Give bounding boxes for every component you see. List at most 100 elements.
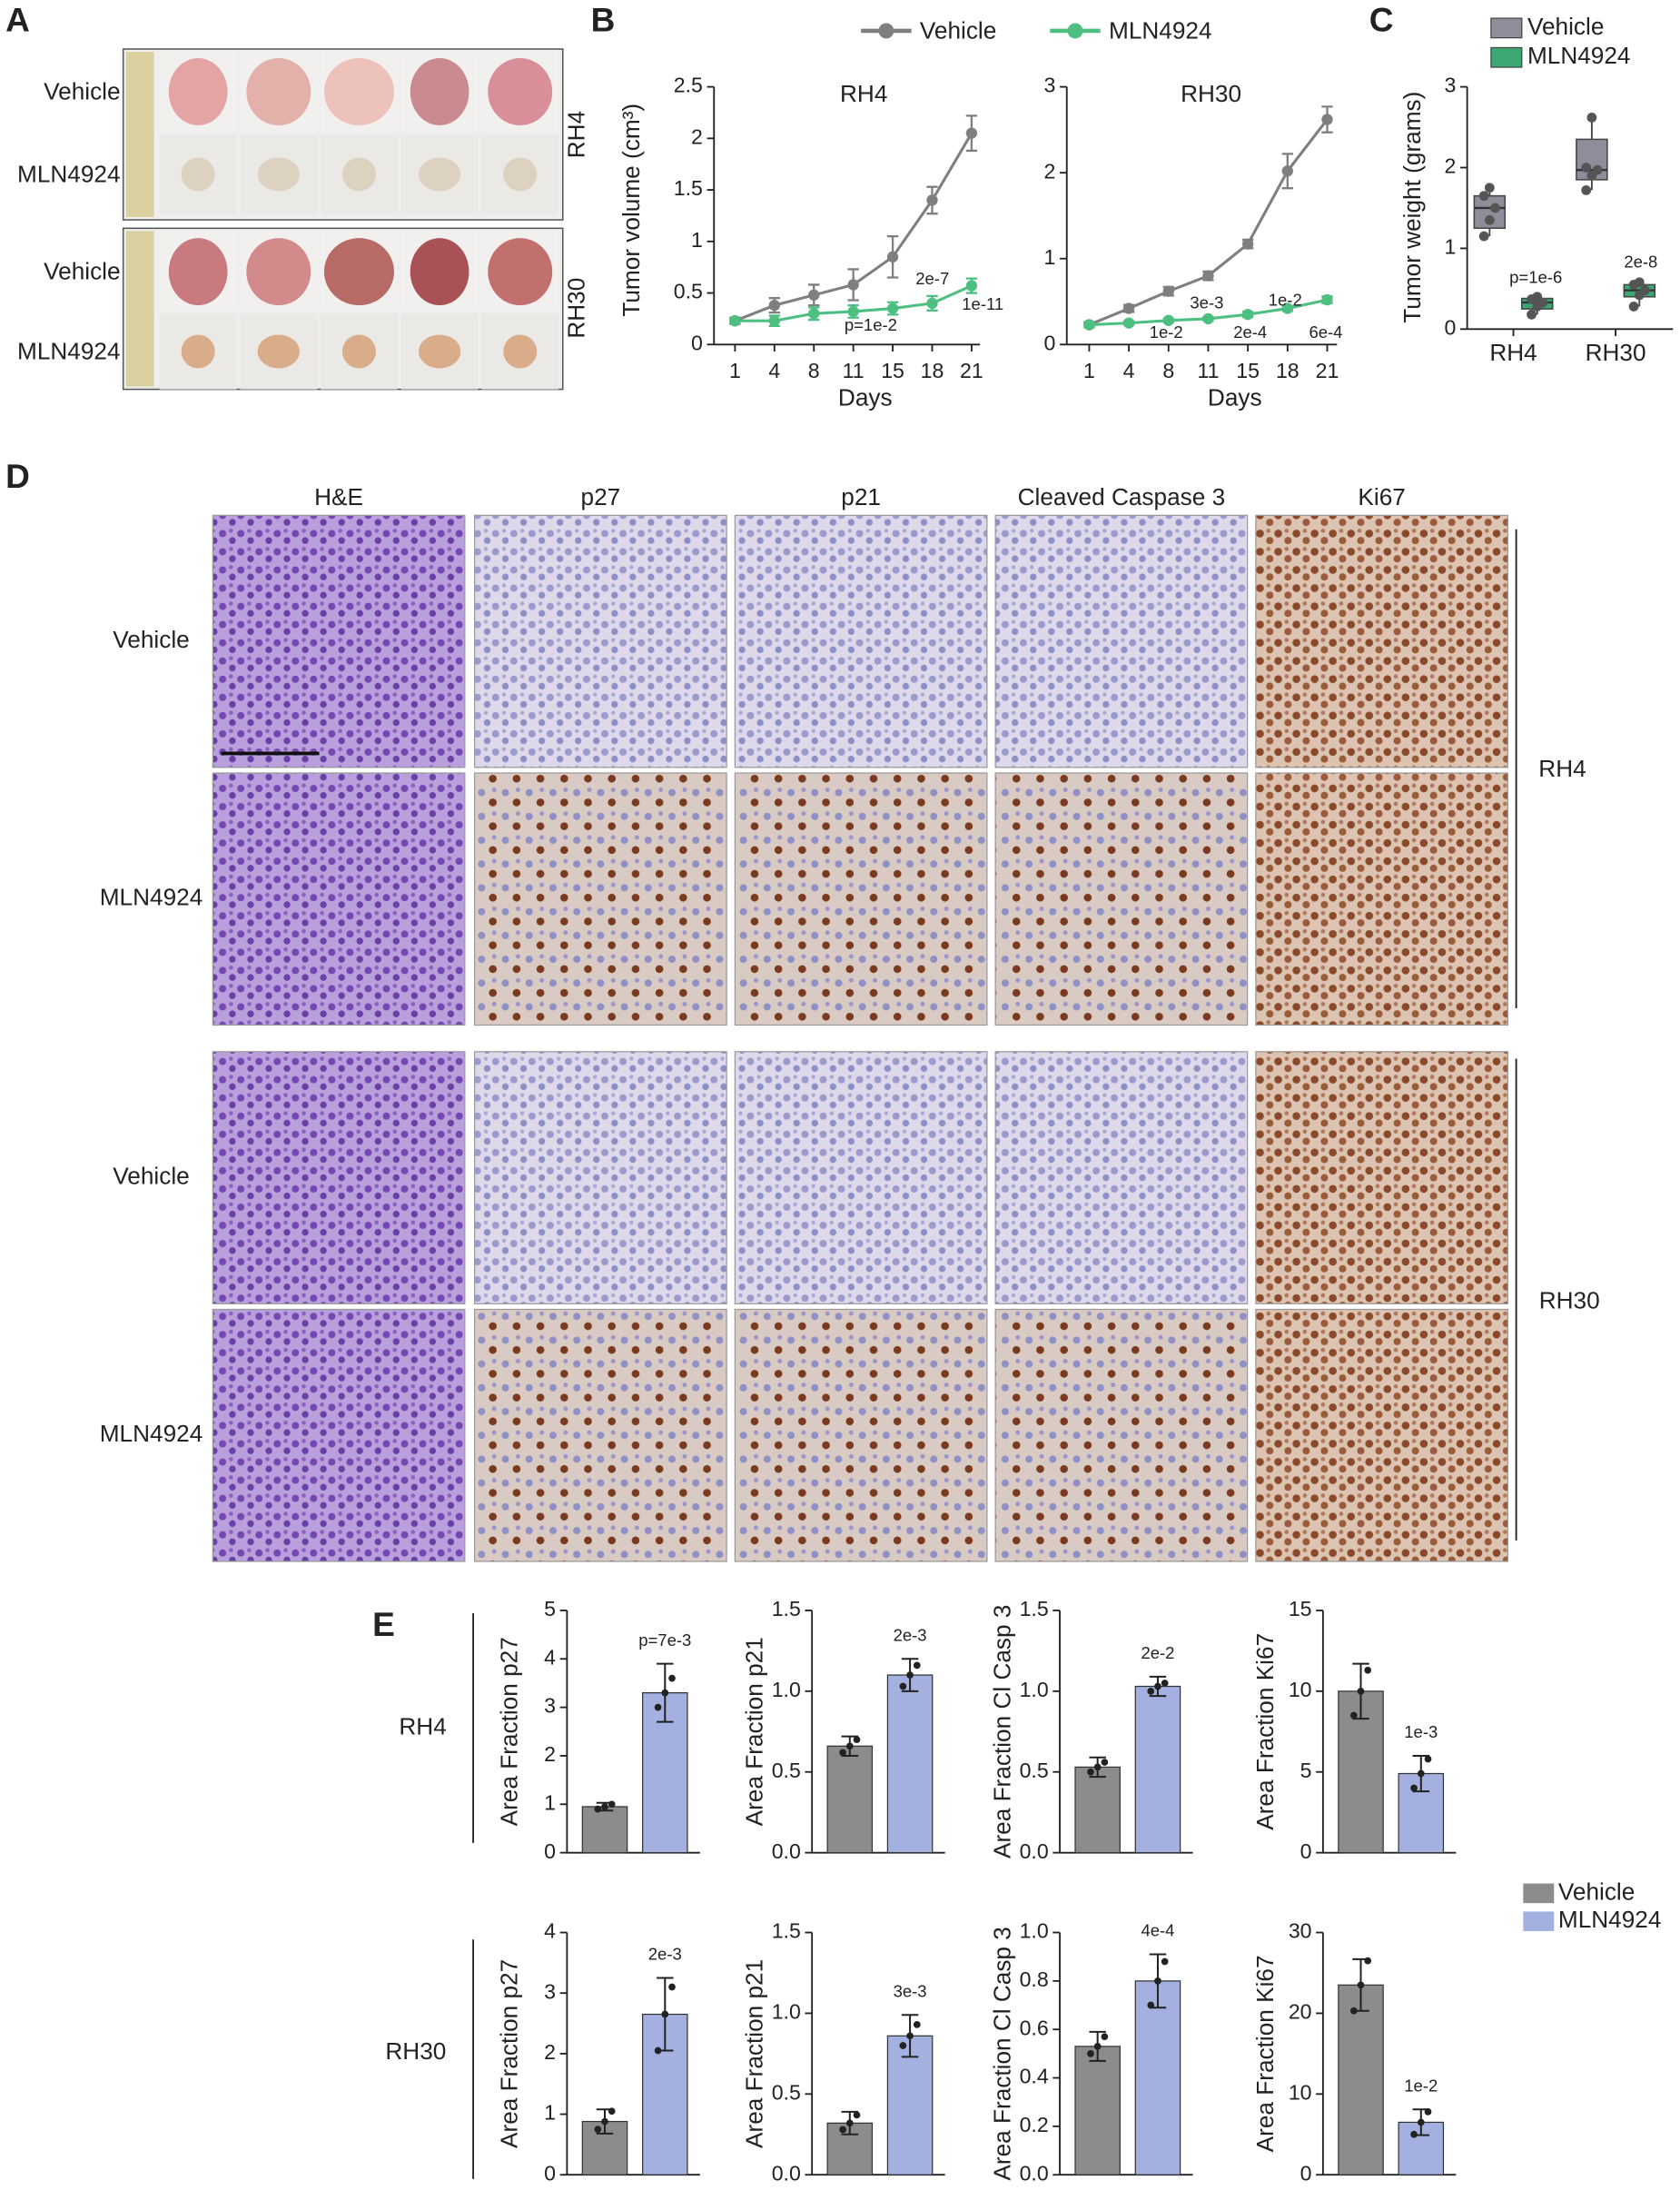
y-tick-label: 0.0: [1020, 1839, 1049, 1863]
y-tick-label: 1: [691, 228, 703, 252]
bar: [1134, 1980, 1181, 2175]
data-point: [668, 1983, 676, 1991]
panel-letter: D: [5, 458, 30, 495]
x-tick-label: RH30: [1586, 339, 1646, 366]
annotation: 1e-2: [1150, 322, 1183, 342]
data-point: [1147, 1687, 1155, 1695]
data-point: [1087, 1768, 1094, 1776]
data-point: [1147, 2001, 1155, 2009]
y-tick-label: 10: [1289, 2080, 1312, 2104]
data-point: [1634, 277, 1645, 288]
y-tick-label: 1.5: [674, 176, 703, 200]
y-tick-label: 0.5: [772, 2080, 801, 2104]
tumor: [341, 157, 376, 192]
data-point: [1484, 214, 1495, 225]
tumor: [168, 58, 228, 125]
bar: [1134, 1685, 1181, 1854]
legend-swatch: [1490, 17, 1523, 39]
y-tick-label: 0: [544, 1839, 556, 1863]
ruler: [125, 52, 154, 217]
legend-label: Vehicle: [920, 16, 996, 44]
data-point: [886, 302, 899, 314]
data-point: [886, 251, 899, 263]
micrograph: [994, 1308, 1249, 1562]
annotation: 2e-2: [1141, 1643, 1174, 1662]
micrograph: [1255, 1051, 1508, 1304]
x-tick-label: 8: [1162, 359, 1174, 382]
micrograph: [1255, 1308, 1508, 1562]
row-label: MLN4924: [100, 884, 203, 911]
y-tick-label: 15: [1289, 1597, 1312, 1620]
legend-label: MLN4924: [1527, 42, 1631, 69]
micrograph: [474, 514, 727, 768]
data-point: [1321, 114, 1333, 125]
ruler: [125, 231, 154, 387]
data-point: [1527, 309, 1537, 320]
y-tick-label: 3: [544, 1694, 556, 1718]
y-tick-label: 1: [544, 2101, 556, 2125]
data-point: [1410, 1784, 1418, 1792]
y-axis-label: Area Fraction Cl Casp 3: [988, 1927, 1015, 2180]
y-tick-label: 3: [1444, 74, 1456, 97]
x-axis-label: Days: [838, 383, 893, 411]
data-point: [839, 2126, 846, 2134]
panel-letter: A: [5, 1, 30, 38]
data-point: [1122, 302, 1135, 314]
annotation: 3e-3: [1190, 292, 1223, 312]
data-point: [1241, 238, 1254, 250]
micrograph: [474, 772, 727, 1026]
micrograph: [734, 772, 988, 1026]
data-point: [1202, 270, 1214, 282]
y-tick-label: 5: [544, 1597, 556, 1620]
data-point: [1093, 2043, 1102, 2050]
y-tick-label: 0: [1444, 315, 1456, 339]
data-point: [1417, 1769, 1425, 1778]
tumor: [488, 238, 553, 306]
y-tick-label: 1.0: [772, 2000, 801, 2024]
data-point: [1357, 1981, 1365, 1989]
y-tick-label: 20: [1289, 2000, 1312, 2024]
data-point: [847, 305, 859, 318]
y-tick-label: 0.0: [1020, 2161, 1049, 2185]
row-label: Vehicle: [113, 1162, 189, 1189]
data-point: [1349, 2007, 1358, 2015]
tumor: [246, 238, 311, 306]
data-point: [899, 1682, 907, 1690]
group-label: RH4: [563, 111, 590, 158]
data-point: [899, 2042, 907, 2049]
data-point: [1083, 319, 1095, 331]
micrograph: [474, 1051, 727, 1304]
data-point: [601, 1803, 608, 1810]
annotation: 1e-11: [962, 294, 1003, 313]
x-tick-label: 18: [1276, 359, 1300, 382]
tumor: [410, 58, 469, 125]
micrograph: [1255, 514, 1508, 768]
data-point: [1161, 1680, 1169, 1687]
row-label: MLN4924: [17, 337, 121, 364]
data-point: [1478, 191, 1489, 202]
row-label: MLN4924: [100, 1420, 203, 1447]
data-point: [1202, 312, 1214, 325]
panel-letter: C: [1369, 1, 1394, 38]
tumor: [341, 334, 376, 369]
x-tick-label: 8: [808, 359, 820, 382]
annotation: 2e-3: [894, 1626, 927, 1645]
bar: [1074, 2046, 1121, 2175]
y-tick-label: 30: [1289, 1919, 1312, 1943]
data-point: [1581, 163, 1592, 173]
legend-swatch: [1490, 46, 1523, 68]
x-tick-label: 18: [921, 359, 944, 382]
column-label: Ki67: [1358, 483, 1405, 510]
bar: [1074, 1766, 1121, 1854]
legend-label: MLN4924: [1109, 16, 1212, 44]
data-point: [601, 2117, 608, 2126]
data-point: [1101, 1759, 1109, 1766]
tumor: [168, 238, 228, 306]
annotation: p=1e-6: [1509, 268, 1562, 287]
legend-swatch: [1523, 1911, 1555, 1931]
y-tick-label: 1.5: [772, 1919, 801, 1943]
micrograph: [994, 1051, 1249, 1304]
group-label: RH30: [563, 278, 590, 339]
data-point: [1281, 302, 1293, 314]
